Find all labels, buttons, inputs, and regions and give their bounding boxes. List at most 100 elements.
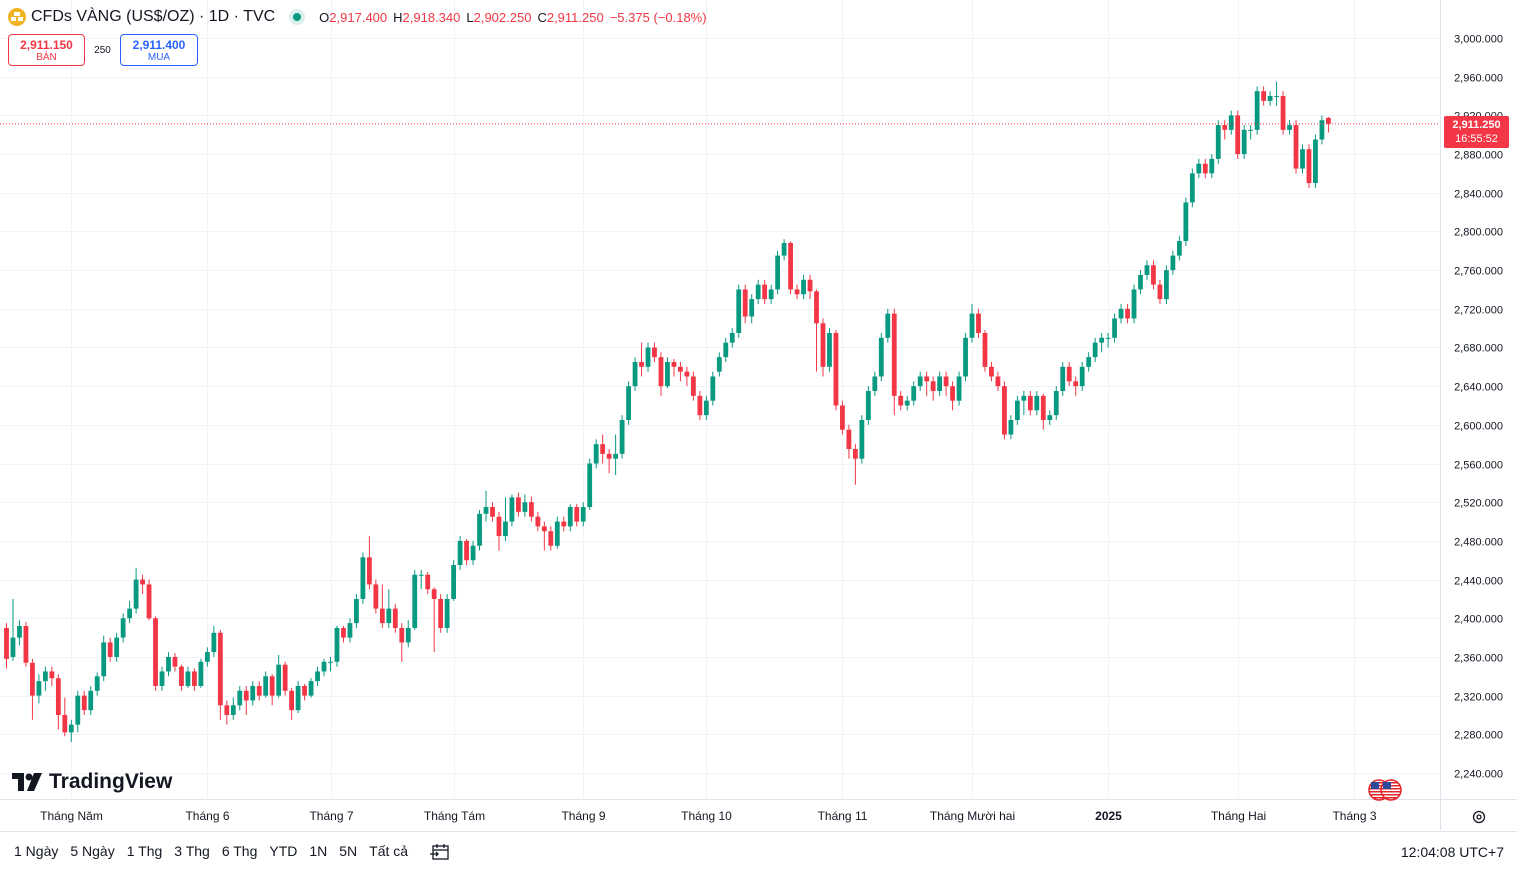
candle-up: [703, 395, 709, 421]
candle-down: [23, 622, 29, 667]
range-1d[interactable]: 1 Ngày: [14, 843, 59, 859]
candle-body: [451, 565, 457, 599]
candle-down: [1293, 120, 1299, 174]
candle-up: [1014, 395, 1020, 425]
candle-down: [697, 390, 703, 421]
candle-up: [1248, 125, 1254, 140]
buy-button[interactable]: 2,911.400 MUA: [120, 34, 198, 66]
x-tick-label: Tháng 6: [185, 809, 229, 823]
candle-up: [250, 681, 256, 706]
range-1m[interactable]: 1 Thg: [126, 843, 163, 859]
candle-body: [917, 376, 923, 387]
candle-body: [1248, 129, 1254, 131]
range-1y[interactable]: 1N: [309, 843, 328, 859]
candle-down: [833, 330, 839, 411]
date-range-calendar-icon[interactable]: [430, 843, 450, 864]
last-price-tag: 2,911.250 16:55:52: [1444, 116, 1509, 148]
candle-up: [1189, 168, 1195, 208]
sell-button[interactable]: 2,911.150 BÁN: [8, 34, 85, 66]
candle-body: [1073, 381, 1079, 387]
y-tick-label: 2,560.000: [1454, 460, 1503, 472]
candle-body: [114, 637, 120, 657]
candle-up: [88, 685, 94, 715]
candle-up: [755, 279, 761, 304]
candle-body: [1034, 395, 1040, 411]
candle-up: [554, 516, 560, 549]
candle-body: [885, 313, 891, 338]
candle-up: [1079, 361, 1085, 391]
tradingview-logo[interactable]: TradingView: [12, 770, 172, 794]
candle-body: [1151, 265, 1156, 285]
low-label: L: [466, 9, 474, 25]
candle-body: [237, 690, 243, 706]
candle-body: [88, 690, 94, 711]
candle-down: [652, 342, 657, 362]
candle-up: [133, 567, 139, 614]
candle-up: [1170, 250, 1176, 275]
range-5d[interactable]: 5 Ngày: [70, 843, 115, 859]
candle-body: [943, 376, 949, 387]
candle-down: [516, 492, 521, 517]
candle-down: [548, 526, 554, 551]
candle-body: [891, 313, 897, 396]
candle-up: [198, 658, 204, 688]
candle-body: [775, 255, 781, 290]
range-all[interactable]: Tất cả: [369, 843, 409, 859]
candle-down: [658, 352, 664, 396]
candle-body: [192, 671, 197, 686]
candle-body: [1131, 289, 1137, 319]
timezone-clock[interactable]: 12:04:08 UTC+7: [1400, 844, 1504, 860]
candle-body: [1267, 96, 1273, 101]
candle-body: [30, 662, 35, 696]
x-tick-label: 2025: [1095, 809, 1122, 823]
candle-up: [716, 352, 722, 377]
candle-down: [814, 289, 819, 372]
candle-body: [820, 323, 826, 367]
candle-down: [807, 274, 813, 300]
buy-price: 2,911.400: [132, 38, 186, 52]
candle-body: [995, 376, 1001, 387]
range-ytd[interactable]: YTD: [269, 843, 298, 859]
candle-body: [554, 521, 560, 546]
candle-up: [1105, 332, 1111, 348]
candle-body: [1254, 91, 1260, 130]
candle-body: [354, 598, 359, 624]
range-6m[interactable]: 6 Thg: [221, 843, 258, 859]
candle-body: [516, 497, 521, 512]
candle-up: [645, 342, 651, 372]
candle-body: [593, 444, 599, 464]
candle-down: [373, 579, 379, 614]
candle-up: [237, 685, 243, 711]
range-3m[interactable]: 3 Thg: [174, 843, 210, 859]
candle-down: [541, 521, 547, 551]
candle-up: [1319, 115, 1325, 145]
us-flag-icons[interactable]: [1368, 779, 1402, 801]
settings-gear-icon[interactable]: [1471, 809, 1487, 825]
candle-up: [580, 502, 586, 527]
low-value: 2,902.250: [473, 9, 532, 25]
candle-up: [483, 490, 489, 522]
candle-body: [379, 608, 385, 624]
candle-up: [1267, 91, 1273, 106]
candle-up: [1274, 81, 1279, 106]
tradingview-logo-icon: [12, 773, 42, 791]
candle-up: [1112, 313, 1117, 343]
candle-down: [742, 284, 748, 324]
candle-body: [373, 584, 379, 609]
candle-body: [412, 574, 418, 628]
candle-body: [1280, 96, 1286, 130]
symbol-title[interactable]: CFDs VÀNG (US$/OZ) · 1D · TVC: [31, 8, 276, 25]
candle-body: [295, 685, 301, 711]
range-5y[interactable]: 5N: [339, 843, 358, 859]
candle-up: [386, 589, 392, 628]
market-status-dot[interactable]: [293, 13, 302, 21]
candle-body: [833, 332, 839, 406]
candle-body: [645, 347, 651, 367]
candle-up: [1131, 284, 1137, 324]
candle-body: [386, 608, 392, 624]
candle-body: [1326, 117, 1331, 124]
candle-body: [269, 676, 275, 696]
candle-body: [211, 632, 217, 653]
y-tick-label: 2,880.000: [1454, 150, 1503, 162]
